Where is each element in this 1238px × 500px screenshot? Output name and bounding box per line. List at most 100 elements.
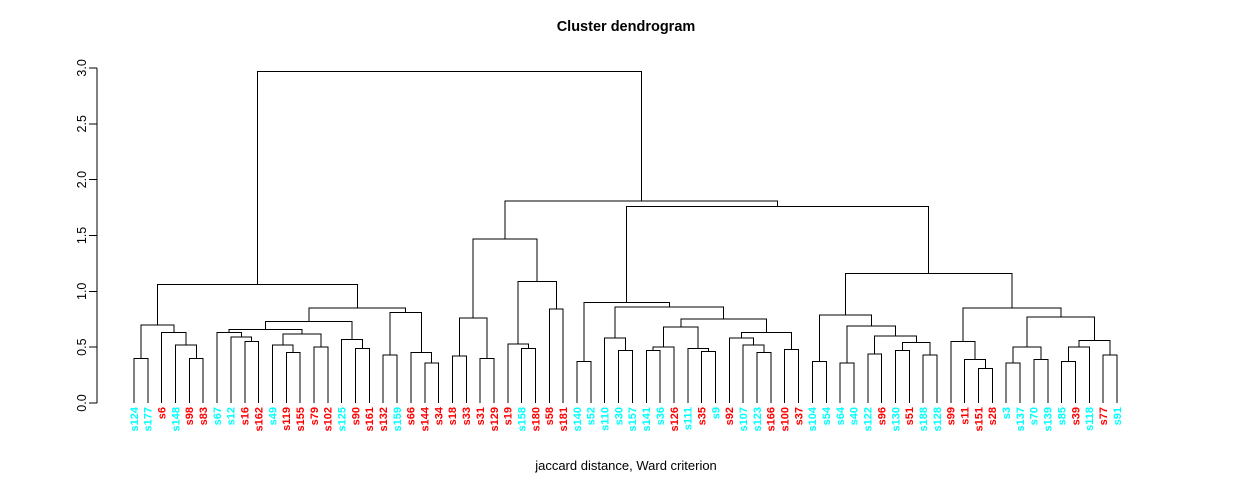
branch [894, 350, 910, 403]
leaf-label: s122 [863, 407, 875, 431]
branch [962, 307, 1062, 342]
leaf-label: s34 [433, 406, 445, 425]
leaf-label: s180 [530, 407, 542, 431]
leaf-label: s33 [461, 407, 473, 425]
leaf-label: s129 [489, 407, 501, 431]
branch [355, 347, 370, 403]
branch [140, 324, 175, 359]
branch [901, 342, 931, 355]
branch [604, 337, 626, 403]
leaf-label: s54 [821, 406, 833, 425]
leaf-label: s141 [641, 407, 653, 431]
leaf-label: s52 [586, 407, 598, 425]
leaf-label: s98 [184, 407, 196, 425]
leaf-label: s77 [1098, 407, 1110, 425]
leaf-label: s3 [1001, 407, 1013, 419]
leaf-label: s148 [170, 407, 182, 431]
leaf-label: s144 [420, 406, 432, 431]
leaf-label: s119 [281, 407, 293, 431]
leaf-label: s99 [946, 407, 958, 425]
branch [451, 355, 467, 403]
y-axis-tick-label: 0.0 [75, 394, 89, 411]
leaf-label: s51 [904, 407, 916, 425]
leaf-label: s9 [710, 407, 722, 419]
leaf-label: s35 [696, 407, 708, 425]
leaf-label: s11 [960, 407, 972, 425]
leaf-label: s96 [876, 407, 888, 425]
leaf-label: s18 [447, 407, 459, 425]
leaf-label: s66 [406, 407, 418, 425]
leaf-label: s19 [503, 407, 515, 425]
branch [175, 344, 197, 403]
chart-title: Cluster dendrogram [557, 19, 696, 35]
branch [1061, 361, 1076, 403]
leaf-label: s161 [364, 407, 376, 431]
branch [978, 367, 993, 403]
leaf-label: s70 [1029, 407, 1041, 425]
branch [458, 317, 488, 359]
branch [687, 347, 710, 403]
branch [844, 272, 1013, 315]
branch [313, 346, 329, 403]
branch [256, 70, 642, 285]
branch [156, 284, 358, 325]
leaf-label: s162 [253, 407, 265, 431]
y-axis: 0.0 0.5 1.0 1.5 2.0 2.5 3.0 [75, 59, 98, 412]
leaf-label: s139 [1043, 407, 1055, 431]
leaf-label: s181 [558, 407, 570, 431]
leaf-label: s58 [544, 407, 556, 425]
leaf-label: s83 [198, 407, 210, 425]
branch [663, 326, 699, 349]
branch [548, 308, 564, 403]
leaf-label: s159 [392, 407, 404, 431]
branch [216, 332, 242, 403]
branch [846, 325, 896, 363]
branch [1026, 316, 1095, 348]
leaf-label: s137 [1015, 407, 1027, 431]
leaf-label: s132 [378, 407, 390, 431]
branch [244, 341, 260, 403]
leaf-label: s90 [350, 407, 362, 425]
branch [389, 312, 422, 355]
branch [479, 357, 495, 403]
leaf-label: s111 [683, 407, 695, 430]
leaf-label: s36 [655, 407, 667, 425]
leaf-label: s124 [129, 406, 141, 431]
leaf-label: s102 [323, 407, 335, 431]
leaf-label: s85 [1056, 407, 1068, 425]
branch [742, 344, 765, 403]
leaf-label: s64 [835, 406, 847, 425]
leaf-label: s123 [752, 407, 764, 431]
branch [265, 320, 353, 340]
branch [950, 341, 976, 403]
leaf-label: s79 [309, 407, 321, 425]
leaf-label: s110 [600, 407, 612, 431]
branch [784, 348, 800, 403]
leaf-label: s28 [987, 407, 999, 425]
branch [839, 362, 855, 403]
y-axis-tick-label: 2.0 [75, 171, 89, 188]
leaf-label: s158 [516, 407, 528, 431]
branch [652, 346, 675, 403]
branch [756, 352, 772, 403]
branch [1102, 354, 1118, 403]
branch [230, 336, 253, 403]
branch [964, 358, 986, 403]
leaf-label: s16 [240, 407, 252, 425]
leaf-label: s155 [295, 407, 307, 431]
branch [507, 343, 530, 403]
branch [1078, 339, 1111, 355]
branch [1012, 346, 1042, 363]
leaf-label: s130 [890, 407, 902, 431]
leaf-label: s128 [932, 407, 944, 431]
leaf-label: s104 [807, 406, 819, 431]
branch [1033, 358, 1049, 403]
branch [308, 307, 407, 322]
branch [818, 314, 872, 362]
leaf-label: s40 [849, 407, 861, 425]
leaf-label: s126 [669, 407, 681, 431]
x-axis-caption: jaccard distance, Ward criterion [534, 458, 717, 473]
branch [701, 351, 716, 403]
leaf-label: s125 [336, 407, 348, 431]
